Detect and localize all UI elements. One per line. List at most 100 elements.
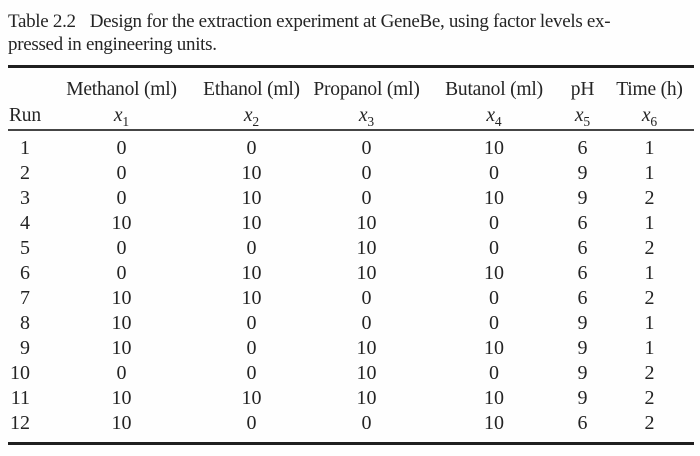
header-ethanol: Ethanol (ml) xyxy=(203,79,300,100)
table-row: 7 10 10 0 0 6 2 xyxy=(8,286,694,311)
value-cell: 10 xyxy=(484,387,504,409)
value-cell: 10 xyxy=(484,187,504,209)
value-cell: 9 xyxy=(577,387,588,409)
run-cell: 8 xyxy=(20,312,30,334)
run-cell: 2 xyxy=(20,162,30,184)
header-x6: x6 xyxy=(605,102,694,131)
value-cell: 9 xyxy=(577,362,588,384)
table-row: 5 0 0 10 0 6 2 xyxy=(8,236,694,261)
value-cell: 10 xyxy=(111,387,132,409)
header-ph: pH xyxy=(570,79,595,100)
value-cell: 0 xyxy=(361,287,372,309)
value-cell: 10 xyxy=(356,212,377,234)
value-cell: 10 xyxy=(111,287,132,309)
value-cell: 0 xyxy=(489,237,499,259)
value-cell: 10 xyxy=(356,337,377,359)
caption-line-2: pressed in engineering units. xyxy=(8,34,217,55)
value-cell: 6 xyxy=(577,137,588,159)
value-cell: 0 xyxy=(489,287,499,309)
run-cell: 4 xyxy=(20,212,30,234)
value-cell: 1 xyxy=(644,212,655,234)
header-time: Time (h) xyxy=(616,79,683,100)
value-cell: 0 xyxy=(361,312,372,334)
value-cell: 10 xyxy=(484,412,504,434)
value-cell: 10 xyxy=(241,212,262,234)
value-cell: 10 xyxy=(111,312,132,334)
value-cell: 6 xyxy=(577,262,588,284)
value-cell: 0 xyxy=(246,137,257,159)
value-cell: 0 xyxy=(246,337,257,359)
value-cell: 0 xyxy=(361,412,372,434)
value-cell: 0 xyxy=(361,137,372,159)
table-body: 1 0 0 0 10 6 1 2 0 10 0 0 9 1 3 0 10 xyxy=(8,130,694,444)
header-x2: x2 xyxy=(198,102,305,131)
value-cell: 1 xyxy=(644,137,655,159)
value-cell: 10 xyxy=(356,262,377,284)
value-cell: 0 xyxy=(246,237,257,259)
table-number-label: Table 2.2 xyxy=(8,11,76,32)
table-row: 12 10 0 0 10 6 2 xyxy=(8,411,694,444)
header-vars-row: Run x1 x2 x3 x4 x5 x6 xyxy=(8,102,694,131)
header-x4: x4 xyxy=(428,102,560,131)
header-x5: x5 xyxy=(560,102,605,131)
table-row: 2 0 10 0 0 9 1 xyxy=(8,161,694,186)
run-cell: 6 xyxy=(20,262,30,284)
value-cell: 10 xyxy=(356,387,377,409)
value-cell: 1 xyxy=(644,262,655,284)
value-cell: 10 xyxy=(111,212,132,234)
value-cell: 6 xyxy=(577,412,588,434)
value-cell: 6 xyxy=(577,287,588,309)
value-cell: 6 xyxy=(577,212,588,234)
value-cell: 1 xyxy=(644,337,655,359)
table-row: 10 0 0 10 0 9 2 xyxy=(8,361,694,386)
value-cell: 2 xyxy=(644,387,655,409)
header-x3: x3 xyxy=(305,102,428,131)
table-row: 4 10 10 10 0 6 1 xyxy=(8,211,694,236)
table-header: Methanol (ml) Ethanol (ml) Propanol (ml)… xyxy=(8,67,694,131)
value-cell: 10 xyxy=(241,187,262,209)
value-cell: 0 xyxy=(361,187,372,209)
table-row: 3 0 10 0 10 9 2 xyxy=(8,186,694,211)
run-cell: 12 xyxy=(10,412,30,434)
value-cell: 2 xyxy=(644,187,655,209)
value-cell: 0 xyxy=(361,162,372,184)
value-cell: 10 xyxy=(484,337,504,359)
value-cell: 0 xyxy=(116,187,127,209)
run-cell: 1 xyxy=(20,137,30,159)
value-cell: 10 xyxy=(484,137,504,159)
value-cell: 0 xyxy=(489,312,499,334)
value-cell: 10 xyxy=(241,287,262,309)
value-cell: 0 xyxy=(116,262,127,284)
value-cell: 1 xyxy=(644,312,655,334)
value-cell: 10 xyxy=(111,412,132,434)
value-cell: 1 xyxy=(644,162,655,184)
header-run: Run xyxy=(8,102,45,131)
header-x1: x1 xyxy=(45,102,198,131)
value-cell: 10 xyxy=(111,337,132,359)
header-names-row: Methanol (ml) Ethanol (ml) Propanol (ml)… xyxy=(8,67,694,103)
value-cell: 0 xyxy=(116,237,127,259)
table-row: 1 0 0 0 10 6 1 xyxy=(8,130,694,161)
value-cell: 2 xyxy=(644,237,655,259)
value-cell: 9 xyxy=(577,162,588,184)
run-cell: 5 xyxy=(20,237,30,259)
value-cell: 0 xyxy=(116,162,127,184)
table-row: 9 10 0 10 10 9 1 xyxy=(8,336,694,361)
value-cell: 10 xyxy=(241,387,262,409)
run-cell: 9 xyxy=(20,337,30,359)
value-cell: 0 xyxy=(246,412,257,434)
caption-text: Design for the extraction experiment at … xyxy=(89,11,611,32)
run-cell: 3 xyxy=(20,187,30,209)
value-cell: 6 xyxy=(577,237,588,259)
table-row: 6 0 10 10 10 6 1 xyxy=(8,261,694,286)
value-cell: 2 xyxy=(644,362,655,384)
value-cell: 0 xyxy=(489,162,499,184)
value-cell: 0 xyxy=(116,362,127,384)
value-cell: 10 xyxy=(241,162,262,184)
value-cell: 9 xyxy=(577,337,588,359)
value-cell: 10 xyxy=(484,262,504,284)
value-cell: 2 xyxy=(644,287,655,309)
value-cell: 0 xyxy=(489,212,499,234)
value-cell: 9 xyxy=(577,187,588,209)
header-run-spacer xyxy=(8,67,45,103)
